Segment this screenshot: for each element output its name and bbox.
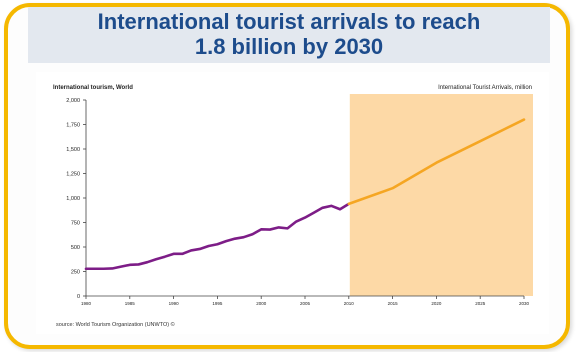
y-tick-label: 1,250 — [66, 172, 80, 178]
y-tick-label: 2,000 — [66, 98, 80, 104]
x-tick-label: 2000 — [256, 301, 267, 306]
title-line-2: 1.8 billion by 2030 — [194, 34, 384, 59]
x-tick-label: 2030 — [519, 301, 530, 306]
series-line-historical — [84, 202, 351, 271]
slide-title: International tourist arrivals to reach … — [28, 9, 550, 59]
y-tick-label: 750 — [71, 221, 80, 227]
chart-source: source: World Tourism Organization (UNWT… — [56, 321, 175, 328]
y-tick-label: 250 — [71, 270, 80, 276]
x-tick-label: 2005 — [300, 301, 311, 306]
forecast-region — [349, 94, 533, 296]
y-tick-label: 1,000 — [66, 196, 80, 202]
chart-subtitle-right: International Tourist Arrivals, million — [438, 85, 532, 91]
x-tick-label: 1990 — [169, 301, 180, 306]
x-tick-label: 1980 — [81, 301, 92, 306]
series-line-forecast — [347, 118, 526, 206]
y-tick-label: 1,750 — [66, 123, 80, 129]
y-tick-label: 0 — [77, 294, 80, 300]
x-tick-label: 2010 — [344, 301, 355, 306]
chart-subtitle-left: International tourism, World — [53, 85, 133, 91]
title-line-1: International tourist arrivals to reach — [97, 9, 481, 34]
y-tick-label: 1,500 — [66, 147, 80, 153]
x-tick-label: 2015 — [388, 301, 399, 306]
x-tick-label: 1995 — [212, 301, 223, 306]
x-tick-label: 2025 — [475, 301, 486, 306]
x-tick-label: 2020 — [431, 301, 442, 306]
y-tick-label: 500 — [71, 245, 80, 251]
x-tick-label: 1985 — [125, 301, 136, 306]
title-band — [28, 7, 550, 63]
